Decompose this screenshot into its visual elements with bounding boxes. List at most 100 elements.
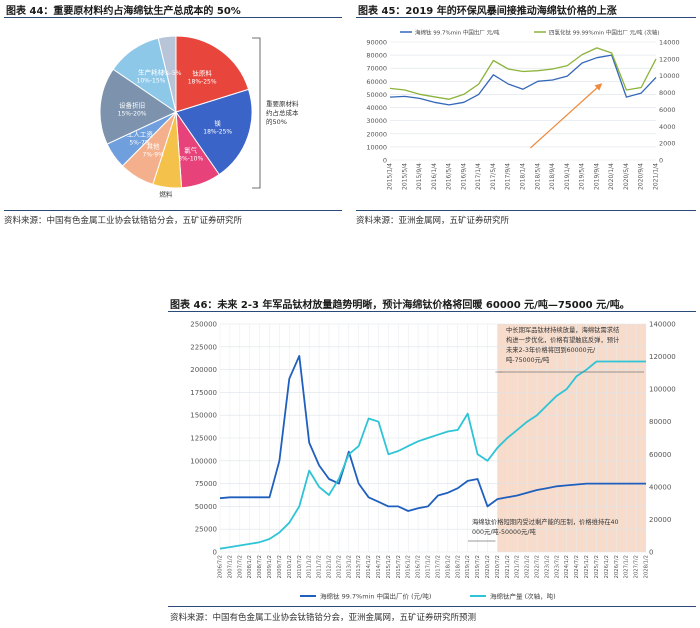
- series-line-1: [219, 360, 646, 550]
- fig45-title: 图表 45：2019 年的环保风暴间接推动海绵钛价格的上涨: [358, 6, 617, 17]
- y-left-tick: 10000: [366, 143, 387, 151]
- x-tick: 2019/1/4: [564, 163, 571, 190]
- y-right-tick: 10000: [659, 72, 680, 80]
- x-tick: 2016/9/4: [460, 163, 467, 190]
- x-tick: 2019/1/2: [465, 555, 471, 578]
- fig45-source-rule: [356, 210, 696, 211]
- pie-bracket-label: 的50%: [266, 117, 287, 126]
- y-right-tick: 20000: [649, 516, 671, 524]
- pie-slice-0: [175, 35, 250, 113]
- x-tick: 2011/7/2: [317, 555, 323, 578]
- y-left-tick: 225000: [190, 343, 217, 351]
- x-tick: 2009/7/2: [277, 555, 283, 578]
- fig44-pie-chart: 钛原料18%-25%镁18%-25%氯气8%-10%燃料其他7%-9%工人工资5…: [99, 35, 299, 198]
- series-line-1: [389, 47, 657, 100]
- y-right-tick: 140000: [649, 321, 676, 329]
- x-tick: 2027/1/2: [624, 555, 630, 578]
- x-tick: 2015/9/4: [416, 163, 423, 190]
- pie-bracket-label: 重要原材料: [266, 99, 299, 108]
- x-tick: 2020/9/4: [638, 163, 645, 190]
- x-tick: 2018/7/2: [455, 555, 461, 578]
- y-left-tick: 20000: [366, 130, 387, 138]
- x-tick: 2020/1/4: [608, 163, 615, 190]
- x-tick: 2022/1/2: [525, 555, 531, 578]
- annotation-forecast: 吨-75000元/吨: [506, 355, 550, 364]
- y-left-tick: 0: [383, 157, 387, 165]
- x-tick: 2012/1/2: [326, 555, 332, 578]
- y-left-tick: 0: [213, 549, 217, 557]
- pie-range-8: 3%-5%: [160, 70, 182, 77]
- pie-label-6: 设备折旧: [119, 100, 145, 109]
- annotation-forecast: 中长期军品钛材持续放量，海绵钛需求结: [506, 325, 619, 334]
- series-line-0: [219, 355, 646, 512]
- x-tick: 2016/1/4: [431, 163, 438, 190]
- x-tick: 2023/1/2: [544, 555, 550, 578]
- y-right-tick: 40000: [649, 483, 671, 491]
- pie-label-4: 其他: [147, 142, 161, 151]
- pie-range-1: 18%-25%: [203, 128, 232, 135]
- x-tick: 2024/1/2: [564, 555, 570, 578]
- x-tick: 2024/7/2: [574, 555, 580, 578]
- pie-label-2: 氯气: [184, 146, 198, 155]
- y-left-tick: 150000: [190, 412, 217, 420]
- pie-range-2: 8%-10%: [178, 156, 203, 163]
- x-tick: 2015/7/2: [396, 555, 402, 578]
- x-tick: 2017/7/2: [435, 555, 441, 578]
- legend-label-0: 海绵钛 99.7%min 中国出厂价 (元/吨): [320, 592, 431, 601]
- x-tick: 2025/7/2: [594, 555, 600, 578]
- legend-label-1: 四氯化钛 99.99%min 中国出厂 元/吨 (次轴): [549, 29, 659, 37]
- pie-range-0: 18%-25%: [188, 78, 217, 85]
- y-right-tick: 120000: [649, 353, 676, 361]
- x-tick: 2018/9/4: [549, 163, 556, 190]
- x-tick: 2012/7/2: [336, 555, 342, 578]
- pie-slice-8: [157, 35, 177, 113]
- x-tick: 2020/7/2: [495, 555, 501, 578]
- x-tick: 2017/1/4: [475, 163, 482, 190]
- series-line-0: [389, 54, 657, 106]
- x-tick: 2019/7/2: [475, 555, 481, 578]
- fig45-line-chart: 0100002000030000400005000060000700008000…: [366, 29, 680, 190]
- y-left-tick: 250000: [190, 321, 217, 329]
- y-left-tick: 100000: [190, 457, 217, 465]
- x-tick: 2007/7/2: [237, 555, 243, 578]
- y-left-tick: 80000: [366, 52, 387, 60]
- x-tick: 2009/1/2: [267, 555, 273, 578]
- annotation-forecast: 未来2-3年价格将回到60000元/: [506, 345, 596, 354]
- legend-label-0: 海绵钛 99.7%min 中国出厂 元/吨: [415, 29, 500, 37]
- x-tick: 2011/1/2: [307, 555, 313, 578]
- x-tick: 2007/1/2: [227, 555, 233, 578]
- x-tick: 2017/1/2: [426, 555, 432, 578]
- pie-slice-6: [99, 68, 178, 145]
- fig45-title-rule: [356, 17, 696, 18]
- y-right-tick: 2000: [659, 140, 676, 148]
- trend-arrow: [529, 83, 603, 149]
- y-left-tick: 25000: [195, 526, 217, 534]
- pie-label-1: 镁: [214, 118, 221, 127]
- x-tick: 2021/1/4: [653, 163, 660, 190]
- y-left-tick: 75000: [195, 480, 217, 488]
- annotation-short-term: 海绵钛价格短期内受过剩产能的压制，价格维持在40: [472, 517, 619, 526]
- fig46-title: 图表 46：未来 2-3 年军品钛材放量趋势明晰，预计海绵钛价格将回暖 6000…: [170, 300, 630, 311]
- pie-range-7: 10%-15%: [137, 78, 166, 85]
- x-tick: 2006/7/2: [218, 555, 224, 578]
- annotation-forecast: 构进一步优化，价格有望触底反弹，预计: [506, 335, 620, 344]
- x-tick: 2013/7/2: [356, 555, 362, 578]
- y-left-tick: 30000: [366, 117, 387, 125]
- x-tick: 2021/7/2: [515, 555, 521, 578]
- y-left-tick: 125000: [190, 435, 217, 443]
- y-right-tick: 80000: [649, 418, 671, 426]
- y-right-tick: 4000: [659, 123, 676, 131]
- fig44-title-rule: [4, 17, 342, 18]
- fig46-source-rule: [168, 606, 696, 607]
- pie-bracket: [252, 37, 261, 189]
- fig46-source: 资料来源：中国有色金属工业协会钛锆铪分会，亚洲金属网，五矿证券研究所预测: [170, 613, 477, 623]
- y-left-tick: 40000: [366, 104, 387, 112]
- annotation-short-term: 000元/吨-50000元/吨: [472, 527, 536, 536]
- y-right-tick: 8000: [659, 89, 676, 97]
- fig45-source: 资料来源：亚洲金属网，五矿证券研究所: [356, 216, 510, 226]
- x-tick: 2014/1/2: [366, 555, 372, 578]
- x-tick: 2016/1/2: [406, 555, 412, 578]
- legend-label-1: 海绵钛产量 (次轴，吨): [490, 592, 556, 601]
- x-tick: 2015/5/4: [401, 163, 408, 190]
- y-right-tick: 12000: [659, 55, 680, 63]
